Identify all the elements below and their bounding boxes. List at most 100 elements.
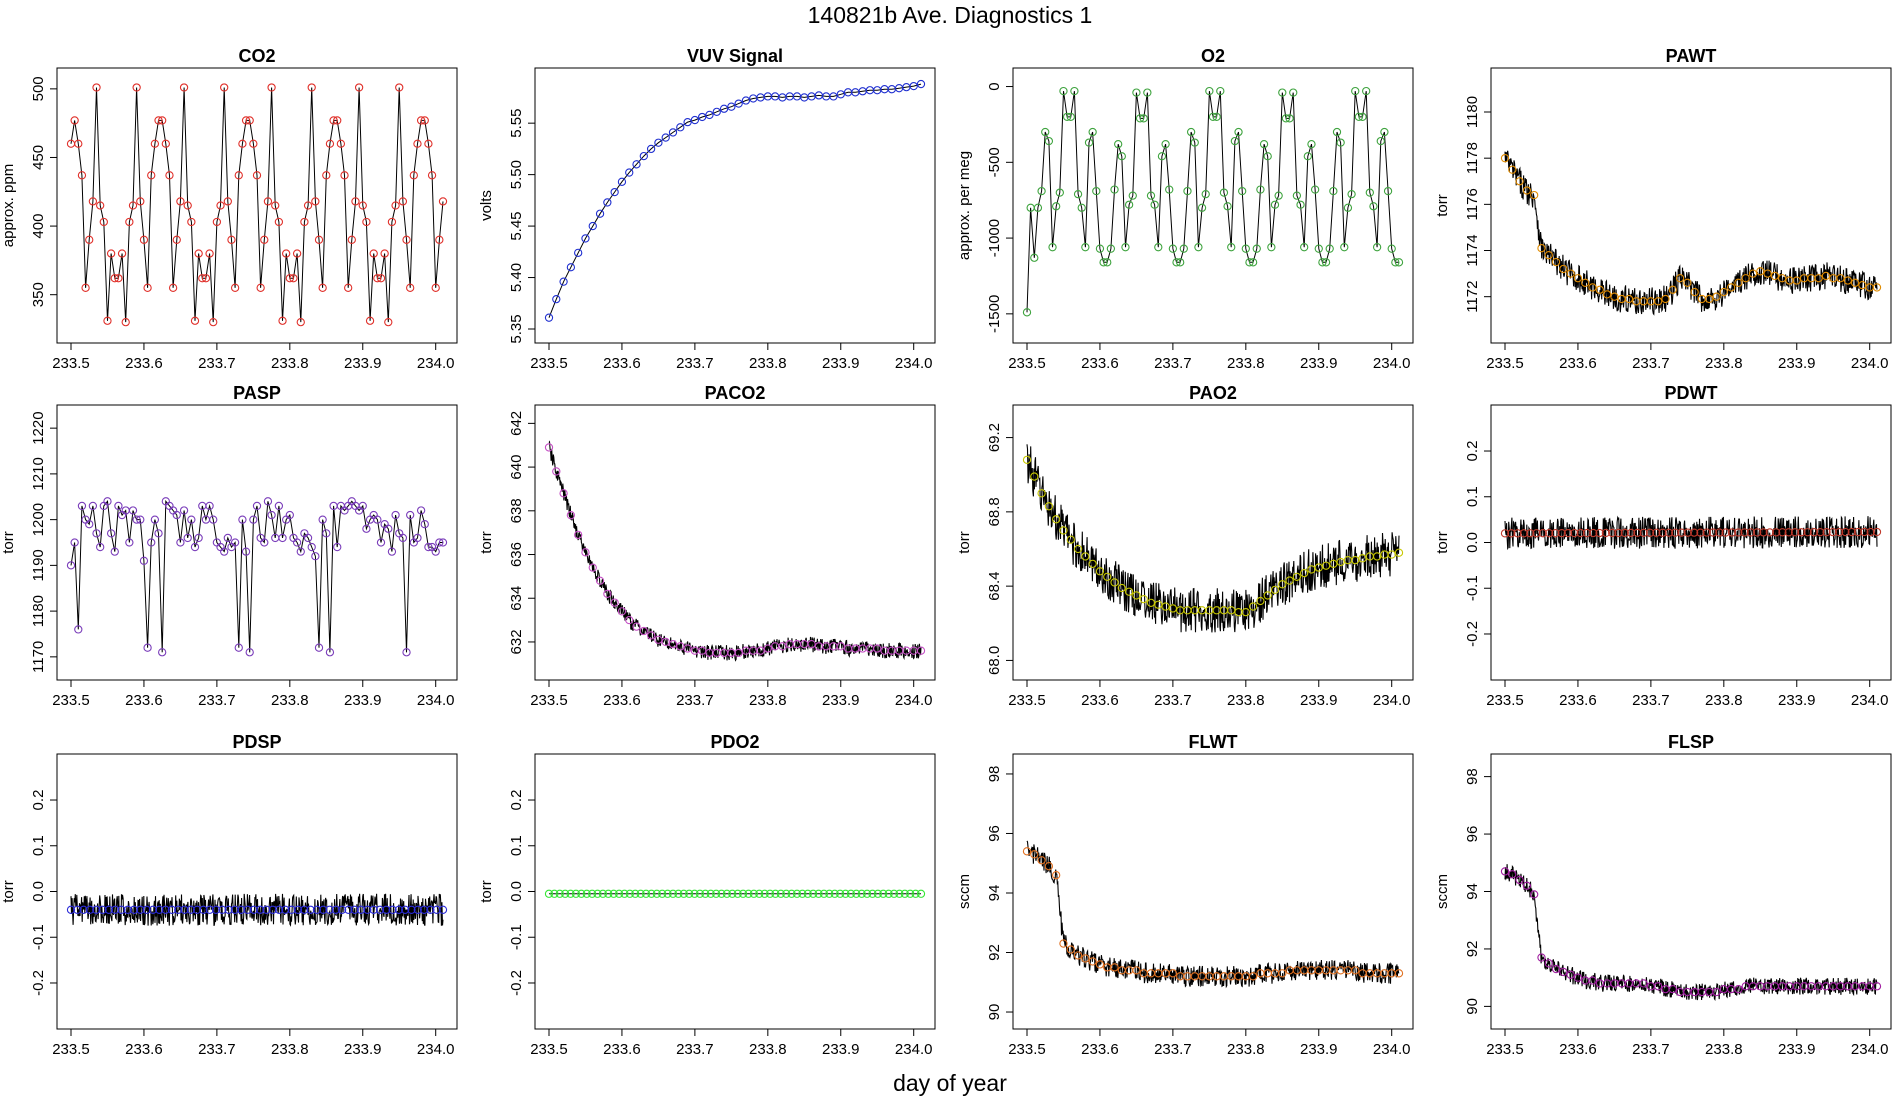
y-tick-label: 94 bbox=[1464, 883, 1481, 900]
data-point bbox=[249, 515, 258, 524]
y-tick-label: 1176 bbox=[1464, 188, 1481, 220]
data-point bbox=[398, 197, 408, 206]
data-point bbox=[79, 905, 88, 914]
data-point bbox=[147, 538, 156, 547]
data-point bbox=[238, 139, 247, 148]
figure-xlabel: day of year bbox=[893, 1070, 1007, 1096]
data-point bbox=[325, 648, 335, 657]
data-point bbox=[234, 171, 243, 180]
data-point bbox=[862, 889, 872, 898]
data-point bbox=[252, 171, 262, 180]
data-point bbox=[351, 197, 360, 206]
data-point bbox=[1223, 202, 1232, 211]
y-tick-label: 1180 bbox=[1464, 96, 1481, 128]
data-point bbox=[155, 905, 164, 914]
data-point bbox=[431, 283, 440, 292]
data-point bbox=[190, 542, 200, 552]
x-tick-label: 233.6 bbox=[1559, 692, 1597, 709]
data-point bbox=[1124, 200, 1134, 209]
data-point bbox=[1183, 972, 1192, 981]
data-point bbox=[646, 144, 656, 154]
y-tick-label: 1172 bbox=[1464, 281, 1481, 313]
data-point bbox=[771, 889, 780, 898]
x-tick-label: 233.8 bbox=[1705, 692, 1743, 709]
data-point bbox=[1690, 287, 1699, 297]
data-point bbox=[641, 889, 651, 898]
data-point bbox=[180, 905, 189, 914]
data-point bbox=[1784, 528, 1793, 537]
data-point bbox=[636, 889, 645, 898]
x-tick-label: 234.0 bbox=[1373, 355, 1411, 372]
data-point bbox=[88, 501, 98, 511]
data-point bbox=[194, 249, 203, 258]
data-point bbox=[755, 889, 764, 898]
data-point bbox=[1748, 269, 1758, 278]
y-tick-label: 96 bbox=[986, 825, 1003, 842]
data-point bbox=[110, 905, 120, 914]
data-point bbox=[661, 133, 670, 142]
data-point bbox=[632, 622, 641, 631]
x-tick-label: 233.7 bbox=[676, 692, 714, 709]
data-point bbox=[1816, 528, 1825, 537]
data-point bbox=[809, 889, 818, 898]
data-point bbox=[588, 563, 597, 572]
data-point bbox=[176, 538, 185, 547]
data-point bbox=[1624, 294, 1634, 304]
data-point bbox=[314, 235, 324, 244]
data-point bbox=[1843, 276, 1852, 285]
data-point bbox=[395, 83, 404, 92]
data-point bbox=[1756, 267, 1765, 276]
data-point bbox=[1362, 86, 1371, 96]
data-point bbox=[765, 889, 775, 898]
data-point bbox=[1310, 185, 1320, 194]
data-point bbox=[763, 644, 772, 653]
data-point bbox=[1847, 527, 1856, 537]
x-tick-label: 233.6 bbox=[603, 692, 641, 709]
data-point bbox=[190, 316, 200, 325]
data-point bbox=[1661, 294, 1670, 304]
data-point bbox=[1675, 274, 1685, 283]
panel-pdo2: PDO2 torr 233.5 233.6 233.7 233.8 233.9 234.0 -0… bbox=[478, 732, 936, 1058]
data-point bbox=[1500, 867, 1510, 876]
data-point bbox=[249, 139, 258, 148]
data-point bbox=[1022, 308, 1032, 317]
data-point bbox=[1117, 583, 1126, 593]
series-line bbox=[70, 499, 443, 653]
data-point bbox=[846, 889, 856, 898]
panel-co2: CO2 approx. ppm 233.5 233.6 233.7 233.8 233.9 2… bbox=[0, 46, 458, 372]
data-point bbox=[1285, 114, 1294, 123]
data-point bbox=[582, 889, 591, 898]
y-tick-label: -0.2 bbox=[1464, 621, 1481, 647]
panel-pdsp: PDSP torr 233.5 233.6 233.7 233.8 233.9 234.0 -0… bbox=[0, 732, 458, 1058]
data-point bbox=[96, 201, 105, 210]
data-point bbox=[1708, 528, 1718, 537]
data-point bbox=[1114, 139, 1123, 149]
data-point bbox=[1274, 191, 1283, 200]
data-point bbox=[1066, 112, 1075, 122]
data-point bbox=[143, 643, 152, 652]
data-point bbox=[274, 905, 284, 914]
data-point bbox=[344, 283, 353, 292]
data-point bbox=[322, 529, 331, 538]
x-tick-label: 233.9 bbox=[822, 355, 860, 372]
data-point bbox=[224, 905, 233, 914]
data-point bbox=[150, 139, 160, 148]
data-point bbox=[1281, 114, 1291, 123]
data-point bbox=[1790, 528, 1800, 537]
data-point bbox=[260, 538, 269, 547]
panel-pao2: PAO2 torr 233.5 233.6 233.7 233.8 233.9 234.0 68… bbox=[956, 383, 1414, 709]
data-point bbox=[1633, 528, 1642, 538]
x-tick-label: 234.0 bbox=[1373, 692, 1411, 709]
data-point bbox=[1139, 594, 1148, 604]
data-point bbox=[1746, 528, 1756, 537]
y-axis-label: approx. per meg bbox=[956, 151, 973, 260]
data-point bbox=[1256, 185, 1265, 194]
data-point bbox=[424, 139, 433, 148]
data-point bbox=[1073, 544, 1083, 554]
y-tick-label: 634 bbox=[508, 586, 525, 611]
x-tick-label: 233.5 bbox=[530, 1041, 568, 1058]
data-point bbox=[278, 316, 287, 325]
data-point bbox=[1022, 847, 1032, 856]
data-point bbox=[1132, 88, 1141, 97]
data-point bbox=[685, 889, 694, 898]
